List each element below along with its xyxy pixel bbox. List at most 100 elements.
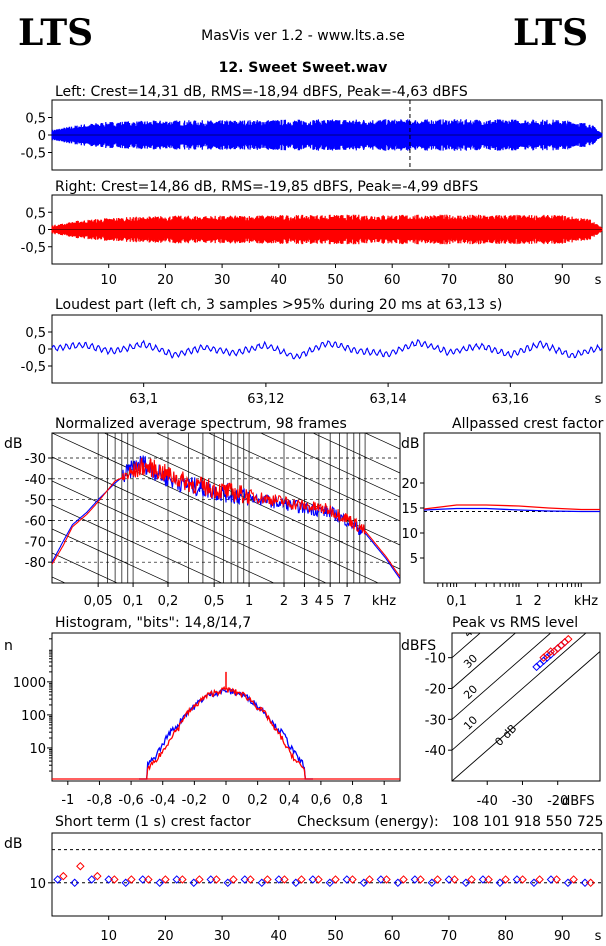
- x-tick-label: s: [595, 929, 602, 944]
- spectrum-chart: -30 -40 -50 -60 -70 -80 0,05 0,1 0,2 0,5 1 2 3 4 5 7 kHz: [25, 432, 401, 609]
- x-tick-label: -1: [61, 793, 74, 808]
- x-tick-label: 63,14: [370, 392, 407, 407]
- plot-frame: [51, 432, 401, 584]
- spectrum-line-right: [52, 457, 400, 578]
- histogram-ylabel: n: [4, 638, 13, 654]
- x-tick-label: 4: [315, 594, 323, 609]
- diagonal-line: [52, 480, 275, 583]
- x-tick-label: 0: [222, 793, 230, 808]
- spectrum-series: [52, 455, 400, 580]
- stc-point-left: [291, 878, 301, 888]
- y-tick-label: 10: [401, 527, 418, 542]
- right-waveform-chart: 0,5 0 -0,5 10 20 30 40 50 60 70 80 90 s: [21, 194, 603, 288]
- stc-point-right: [178, 875, 187, 884]
- x-tick-label: 3: [300, 594, 308, 609]
- stc-point-left: [410, 875, 420, 884]
- stc-point-right: [399, 875, 408, 884]
- pvr-point-left: [532, 662, 541, 672]
- x-tick-label: kHz: [372, 594, 396, 609]
- stc-point-right: [229, 875, 238, 884]
- stc-point-left: [580, 878, 590, 888]
- x-tick-label: -0,2: [182, 793, 207, 808]
- stc-point-left: [563, 878, 573, 888]
- crest-line-right: [423, 504, 600, 511]
- allpassed-chart: 20 15 10 5 0,1 1 2 kHz: [401, 432, 601, 609]
- stc-ylabel: dB: [4, 836, 23, 852]
- loudest-part-chart: 0,5 0 -0,5 63,1 63,12 63,14 63,16 s: [21, 314, 603, 407]
- diagonal-line: [52, 433, 380, 583]
- crest-diagonal: [452, 633, 587, 751]
- pvr-point-right: [539, 653, 548, 662]
- stc-point-right: [314, 875, 323, 884]
- stc-point-right: [416, 875, 425, 884]
- stc-point-right: [246, 875, 255, 884]
- stc-point-right: [195, 875, 204, 884]
- y-tick-label: -40: [425, 744, 446, 759]
- diagonal-line: [52, 552, 119, 583]
- y-tick-label: -30: [25, 452, 46, 467]
- stc-point-right: [263, 875, 272, 884]
- stc-point-left: [308, 875, 318, 884]
- x-tick-label: 50: [327, 929, 344, 944]
- y-tick-label: 20: [401, 477, 418, 492]
- y-tick-label: -40: [25, 473, 46, 488]
- stc-point-right: [450, 875, 459, 884]
- x-tick-label: 70: [441, 273, 458, 288]
- stc-point-right: [280, 875, 289, 884]
- histogram-chart: 1000 100 10 -1 -0,8 -0,6 -0,4 -0,2 0 0,2 0,4 0,6 0,8…: [13, 632, 401, 808]
- stc-point-left: [376, 875, 386, 884]
- plot-frame: [51, 632, 401, 782]
- stc-point-right: [382, 875, 391, 884]
- stc-point-right: [212, 875, 221, 884]
- x-tick-label: 7: [343, 594, 351, 609]
- x-tick-label: 80: [497, 929, 514, 944]
- x-tick-label: 63,16: [492, 392, 529, 407]
- spectrum-ylabel: dB: [4, 436, 23, 452]
- histogram-line-left: [139, 687, 313, 780]
- stc-point-left: [325, 878, 335, 888]
- stc-point-left: [189, 878, 198, 888]
- diagonal-line: [52, 456, 327, 583]
- x-tick-label: 1: [515, 594, 523, 609]
- y-tick-label: -20: [425, 683, 446, 698]
- stc-point-left: [461, 878, 471, 888]
- stc-point-right: [518, 875, 527, 884]
- stc-point-right: [76, 861, 85, 871]
- logo-left: LTS: [18, 12, 93, 54]
- pvr-xlabel: dBFS: [562, 794, 595, 809]
- x-tick-label: 80: [497, 273, 514, 288]
- stc-point-left: [87, 875, 96, 884]
- diagonal-line: [259, 433, 400, 498]
- x-tick-label: 10: [100, 273, 117, 288]
- stc-point-left: [274, 875, 284, 884]
- x-tick-label: 63,1: [129, 392, 158, 407]
- x-tick-label: 90: [554, 929, 571, 944]
- y-tick-label: 100: [21, 709, 46, 724]
- stc-point-right: [433, 875, 442, 884]
- x-tick-label: 1: [380, 793, 388, 808]
- x-tick-label: 0,5: [204, 594, 225, 609]
- stc-point-right: [110, 875, 119, 884]
- plot-frame: [51, 314, 603, 384]
- y-tick-label: -0,5: [21, 241, 46, 256]
- checksum-label: Checksum (energy):: [297, 814, 439, 830]
- y-tick-label: 0,5: [25, 206, 46, 221]
- diagonal-label: 40: [461, 621, 480, 640]
- x-tick-label: 0,2: [247, 793, 268, 808]
- stc-point-left: [172, 875, 181, 884]
- y-tick-label: -0,5: [21, 360, 46, 375]
- crest-diagonal: [452, 633, 552, 720]
- y-tick-label: 0,5: [25, 326, 46, 341]
- x-tick-label: 50: [327, 273, 344, 288]
- x-tick-label: 2: [280, 594, 288, 609]
- stc-point-right: [127, 875, 136, 884]
- x-tick-label: 70: [441, 929, 458, 944]
- stc-point-left: [495, 878, 505, 888]
- x-tick-label: 0,4: [279, 793, 300, 808]
- x-tick-label: 0,2: [158, 594, 179, 609]
- x-tick-label: 20: [157, 273, 174, 288]
- x-tick-label: 30: [214, 929, 231, 944]
- diagonal-line: [312, 433, 400, 474]
- x-tick-label: 2: [534, 594, 542, 609]
